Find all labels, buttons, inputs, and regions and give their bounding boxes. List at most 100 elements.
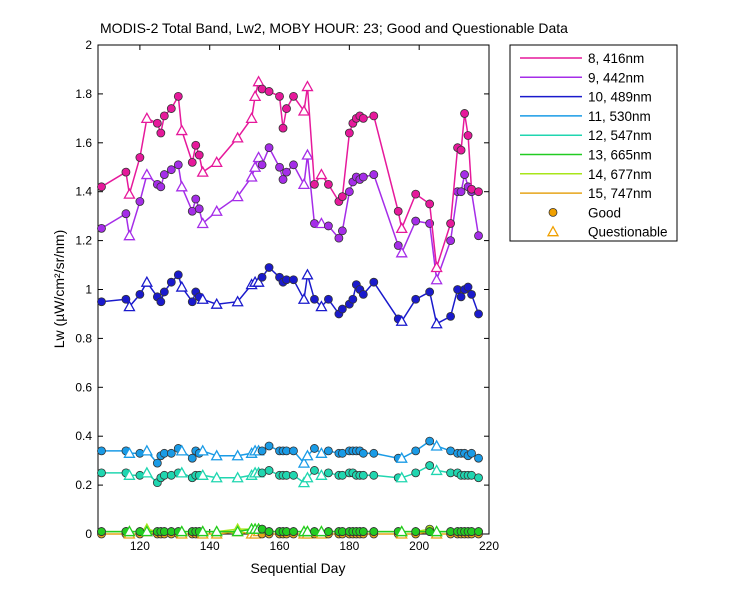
questionable-point	[123, 300, 136, 312]
questionable-point	[210, 449, 223, 461]
legend-item: 10, 489nm	[520, 90, 652, 105]
questionable-point	[175, 124, 188, 136]
questionable-point	[297, 292, 311, 304]
good-point	[121, 167, 131, 177]
questionable-point	[297, 178, 311, 190]
legend-item: Good	[548, 205, 621, 220]
questionable-point	[140, 168, 153, 180]
good-point	[135, 197, 145, 206]
good-point	[358, 470, 368, 480]
good-point	[156, 128, 166, 138]
good-point	[369, 170, 379, 179]
good-point	[411, 446, 421, 456]
good-point	[257, 160, 267, 170]
good-point	[166, 165, 176, 175]
good-point	[156, 297, 166, 307]
good-point	[166, 448, 176, 458]
good-point	[324, 446, 333, 456]
good-point	[324, 221, 333, 231]
good-point	[456, 187, 466, 197]
x-tick-label: 220	[479, 539, 499, 553]
good-point	[348, 294, 358, 304]
questionable-point	[315, 217, 328, 229]
questionable-point	[430, 317, 443, 329]
good-point	[411, 468, 421, 478]
questionable-point	[315, 300, 328, 312]
good-point	[97, 182, 106, 192]
series-8-416nm	[97, 75, 483, 273]
questionable-point	[123, 187, 136, 199]
legend-label: 12, 547nm	[588, 128, 652, 143]
good-point	[334, 233, 344, 243]
good-point	[257, 446, 267, 456]
questionable-point	[252, 275, 265, 287]
good-point	[393, 206, 403, 216]
good-point	[194, 150, 204, 160]
good-point	[152, 458, 162, 468]
good-point	[474, 187, 483, 197]
good-point	[173, 91, 183, 101]
good-point	[187, 297, 197, 307]
questionable-point	[140, 112, 153, 123]
good-point	[344, 128, 354, 138]
legend-label: 13, 665nm	[588, 148, 652, 163]
good-point	[289, 91, 298, 101]
good-point	[369, 527, 379, 536]
questionable-point	[196, 292, 209, 304]
good-point	[467, 289, 476, 299]
y-tick-label: 1.4	[75, 185, 92, 199]
questionable-point	[297, 104, 311, 116]
y-tick-label: 0.4	[75, 429, 92, 443]
series-10-489nm	[97, 263, 483, 329]
questionable-point	[252, 75, 265, 87]
good-point	[411, 189, 421, 199]
good-point	[264, 263, 274, 272]
legend-triangle-icon	[546, 225, 560, 237]
good-point	[159, 287, 169, 297]
questionable-point	[395, 314, 408, 326]
questionable-point	[315, 446, 328, 458]
good-point	[264, 441, 274, 451]
questionable-point	[395, 471, 408, 483]
legend-label: 14, 677nm	[588, 167, 652, 182]
good-point	[310, 294, 319, 304]
questionable-point	[395, 222, 408, 234]
questionable-point	[231, 525, 244, 537]
good-point	[275, 162, 284, 172]
good-point	[425, 436, 435, 446]
good-point	[191, 140, 201, 150]
good-point	[152, 118, 162, 128]
x-tick-label: 140	[200, 539, 220, 553]
good-point	[369, 111, 379, 121]
questionable-point	[395, 525, 408, 537]
good-point	[310, 466, 319, 475]
series-13-665nm	[97, 522, 483, 537]
good-point	[282, 104, 291, 113]
good-point	[97, 527, 106, 536]
questionable-point	[315, 525, 328, 537]
good-point	[425, 199, 435, 209]
good-point	[289, 470, 298, 480]
good-point	[344, 187, 354, 197]
good-point	[411, 294, 421, 304]
good-point	[289, 527, 298, 536]
questionable-point	[430, 525, 443, 537]
questionable-point	[245, 170, 258, 182]
series-12-547nm	[97, 461, 483, 488]
questionable-point	[231, 449, 244, 461]
y-tick-label: 1.6	[75, 136, 92, 150]
good-point	[278, 175, 288, 184]
good-point	[337, 304, 347, 314]
good-point	[278, 123, 288, 133]
y-tick-label: 0.6	[75, 380, 92, 394]
good-point	[358, 172, 368, 182]
legend-label: 11, 530nm	[588, 109, 651, 124]
good-point	[446, 236, 455, 246]
good-point	[393, 241, 403, 250]
good-point	[474, 231, 483, 241]
x-tick-label: 120	[130, 539, 150, 553]
questionable-point	[248, 90, 262, 101]
questionable-point	[196, 468, 209, 480]
good-point	[411, 527, 421, 536]
